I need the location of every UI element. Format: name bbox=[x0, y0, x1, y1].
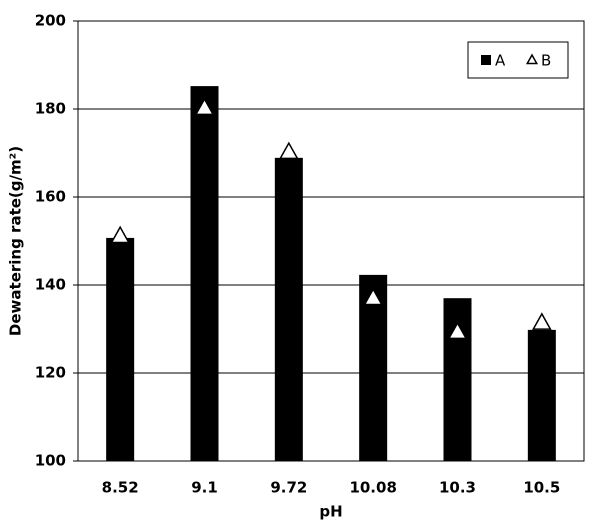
plot-frame bbox=[77, 20, 585, 462]
y-axis-label: Dewatering rate(g/m²) bbox=[7, 146, 25, 336]
legend-swatch bbox=[525, 53, 539, 65]
x-axis-label: pH bbox=[319, 503, 342, 521]
marker bbox=[363, 287, 383, 306]
bar bbox=[106, 237, 135, 461]
x-tick-label: 10.5 bbox=[523, 479, 560, 497]
legend-swatch bbox=[481, 55, 491, 65]
y-tick-label: 200 bbox=[35, 12, 66, 30]
y-tick-label: 140 bbox=[35, 276, 66, 294]
y-tick-label: 100 bbox=[35, 452, 66, 470]
bar bbox=[274, 157, 303, 461]
x-tick-label: 8.52 bbox=[102, 479, 139, 497]
bar bbox=[190, 86, 219, 462]
legend-label: A bbox=[495, 52, 506, 70]
x-tick-label: 10.08 bbox=[349, 479, 396, 497]
y-tick-label: 180 bbox=[35, 100, 66, 118]
marker bbox=[532, 312, 552, 330]
marker bbox=[447, 321, 468, 340]
bar bbox=[359, 274, 388, 461]
marker bbox=[279, 141, 299, 160]
x-tick-label: 10.3 bbox=[439, 479, 476, 497]
x-tick-label: 9.72 bbox=[270, 479, 307, 497]
marker bbox=[110, 225, 130, 244]
bar bbox=[527, 329, 556, 461]
legend-label: B bbox=[541, 52, 551, 70]
x-tick-label: 9.1 bbox=[191, 479, 218, 497]
y-tick-label: 120 bbox=[35, 364, 66, 382]
marker bbox=[194, 97, 215, 116]
y-tick-label: 160 bbox=[35, 188, 66, 206]
